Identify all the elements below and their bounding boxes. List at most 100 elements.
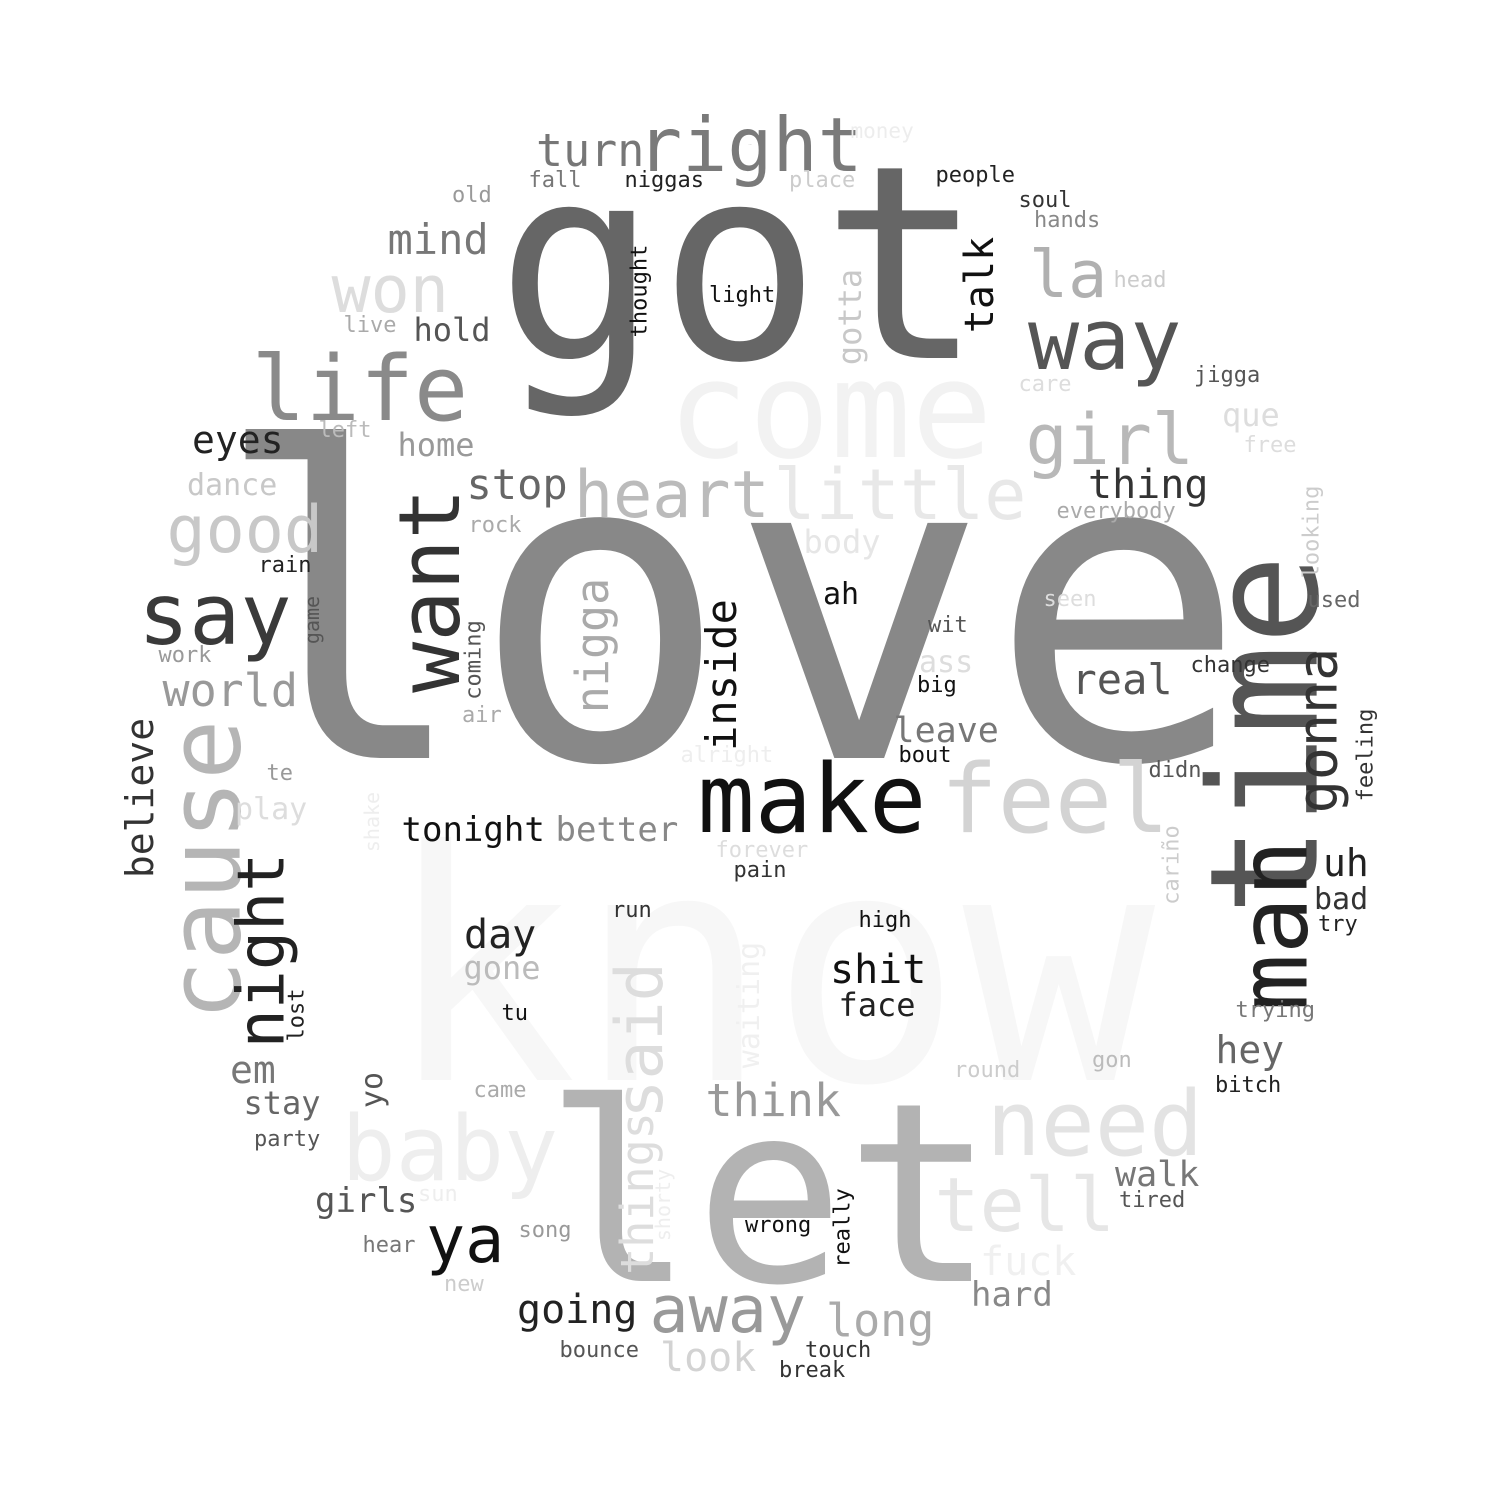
word-turn: turn xyxy=(536,123,645,177)
word-dance: dance xyxy=(187,468,278,503)
word-good: good xyxy=(166,492,324,568)
word-stay: stay xyxy=(243,1084,321,1122)
word-place: place xyxy=(789,168,856,193)
word-big: big xyxy=(917,673,957,698)
word-gotta: gotta xyxy=(831,268,870,366)
word-lost: lost xyxy=(283,988,309,1042)
word-uh: uh xyxy=(1323,841,1369,885)
word-waiting: waiting xyxy=(732,941,768,1069)
word-work: work xyxy=(158,643,212,668)
word-gon: gon xyxy=(1092,1048,1132,1073)
word-way: way xyxy=(1028,290,1182,390)
word-didn: didn xyxy=(1148,758,1202,783)
word-better: better xyxy=(555,810,679,850)
word-life: life xyxy=(251,337,469,442)
word-old: old xyxy=(452,183,492,208)
word-say: say xyxy=(138,565,292,665)
word-light: light xyxy=(709,283,776,308)
word-said: said xyxy=(602,961,678,1119)
word-right: right xyxy=(748,144,752,146)
word-soul: soul xyxy=(1018,188,1072,213)
word-man: man xyxy=(1219,839,1330,1011)
word-world: world xyxy=(162,663,298,717)
word-cariño: cariño xyxy=(1159,825,1185,905)
word-everybody: everybody xyxy=(1056,499,1176,524)
word-home: home xyxy=(397,426,475,464)
word-shit: shit xyxy=(830,947,927,993)
word-body: body xyxy=(803,523,881,561)
word-song: song xyxy=(518,1218,572,1243)
word-hold: hold xyxy=(413,311,491,349)
word-te: te xyxy=(266,761,294,786)
word-play: play xyxy=(235,792,308,827)
word-let: let xyxy=(544,1049,996,1340)
word-going: going xyxy=(517,1287,638,1333)
word-forever: forever xyxy=(715,838,809,863)
word-que: que xyxy=(1222,396,1280,434)
word-touch: touch xyxy=(805,1338,872,1363)
word-trying: trying xyxy=(1235,998,1315,1023)
word-niggas: niggas xyxy=(624,168,704,193)
word-pain: pain xyxy=(733,858,787,883)
word-stop: stop xyxy=(466,460,568,509)
word-make: make xyxy=(697,744,927,855)
word-away: away xyxy=(649,1272,807,1348)
word-coming: coming xyxy=(461,620,487,700)
word-ah: ah xyxy=(823,577,860,612)
word-yo: yo xyxy=(355,1071,391,1109)
word-shorty: shorty xyxy=(651,1168,676,1242)
word-feel: feel xyxy=(940,744,1170,855)
word-thought: thought xyxy=(626,244,652,338)
word-day: day xyxy=(464,912,537,958)
word-round: round xyxy=(954,1058,1021,1083)
word-got: got xyxy=(496,107,984,422)
word-run: run xyxy=(612,898,652,923)
word-long: long xyxy=(826,1293,935,1347)
word-gone: gone xyxy=(463,949,541,987)
word-ass: ass xyxy=(919,645,974,680)
word-thing: thing xyxy=(1088,462,1209,508)
word-love: love xyxy=(212,360,1248,860)
word-face: face xyxy=(838,986,916,1024)
word-high: high xyxy=(858,908,912,933)
word-em: em xyxy=(230,1048,276,1092)
word-rain: rain xyxy=(258,553,312,578)
word-heart: heart xyxy=(574,457,770,533)
word-party: party xyxy=(254,1127,321,1152)
word-eyes: eyes xyxy=(192,418,284,462)
word-shake: shake xyxy=(360,791,385,853)
word-game: game xyxy=(300,595,325,645)
word-wit: wit xyxy=(928,613,968,638)
word-air: air xyxy=(462,703,502,728)
word-bout: bout xyxy=(898,743,952,768)
word-free: free xyxy=(1243,433,1297,458)
word-walk: walk xyxy=(1115,1154,1200,1195)
word-money: money xyxy=(850,118,914,143)
word-tell: tell xyxy=(934,1160,1116,1249)
word-believe: believe xyxy=(118,717,163,879)
word-tonight: tonight xyxy=(401,810,545,850)
word-talk: talk xyxy=(957,236,1004,334)
word-won: won xyxy=(331,252,449,328)
word-hands: hands xyxy=(1034,208,1101,233)
word-change: change xyxy=(1190,653,1270,678)
word-fall: fall xyxy=(528,168,582,193)
word-jigga: jigga xyxy=(1194,363,1261,388)
word-bounce: bounce xyxy=(559,1338,639,1363)
word-need: need xyxy=(986,1072,1204,1177)
word-feeling: feeling xyxy=(1352,708,1378,802)
word-new: new xyxy=(444,1272,484,1297)
word-think: think xyxy=(705,1073,841,1127)
word-mind: mind xyxy=(387,215,489,264)
word-want: want xyxy=(380,487,480,693)
word-people: people xyxy=(935,163,1015,188)
word-ya: ya xyxy=(426,1202,505,1278)
word-really: really xyxy=(830,1188,856,1268)
word-tired: tired xyxy=(1119,1188,1186,1213)
word-gonna: gonna xyxy=(1285,647,1350,813)
word-live: live xyxy=(343,313,397,338)
word-head: head xyxy=(1113,268,1167,293)
word-break: break xyxy=(779,1358,846,1383)
word-bitch: bitch xyxy=(1215,1073,1282,1098)
word-baby: baby xyxy=(341,1097,559,1202)
